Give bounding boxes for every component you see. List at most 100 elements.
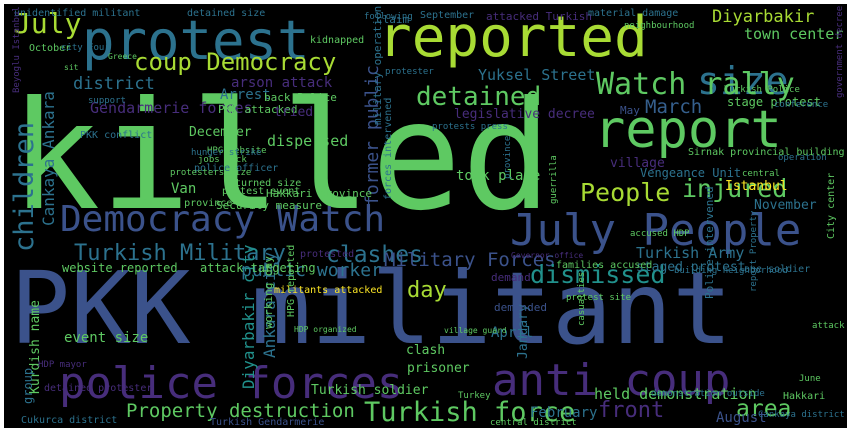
word-demanded: demanded: [494, 301, 547, 314]
word-children: children: [9, 121, 40, 252]
word-held-demonstration: held demonstration: [594, 385, 757, 403]
word-property-destruction: Property destruction: [126, 400, 355, 422]
word-government-decree: government decree: [835, 5, 845, 98]
word-demonstration-outside: demonstration outside: [651, 389, 765, 399]
word-tried: tried: [274, 105, 314, 120]
word-district: district: [73, 74, 155, 94]
word-anti-coup: anti coup: [492, 355, 731, 406]
word-beyoglu-istanbul: Beyoglu Istanbul: [12, 6, 22, 93]
word-operation: operation: [778, 153, 827, 163]
word-hdp-organized: HDP organized: [294, 325, 357, 334]
word-cankaya-district: Cankaya district: [758, 410, 845, 420]
word-turkish-army: Turkish Army: [636, 244, 745, 262]
word-protest: protest: [82, 9, 310, 72]
word-gendarmerie-forces: Gendarmerie forces: [90, 99, 253, 117]
word-sirnak-provincial-building: Sirnak provincial building: [688, 147, 845, 158]
word-istanbul: Istanbul: [725, 179, 788, 194]
word-jobs-back: jobs back: [198, 155, 247, 165]
word-central-district: central district: [490, 418, 577, 428]
word-turkey: Turkey: [458, 391, 491, 401]
word-governor-office: Governor office: [511, 251, 584, 260]
word-military-forces: Military Forces: [384, 249, 556, 271]
word-size: size: [697, 59, 789, 103]
word-turkish-force: Turkish force: [364, 397, 576, 428]
word-protesters-size: protesters size: [170, 168, 252, 178]
word-july: July: [14, 7, 82, 40]
word-arson-attack: arson attack: [231, 75, 333, 91]
word-legislative-decree: legislative decree: [454, 107, 595, 122]
word-support: support: [88, 96, 126, 106]
word-following: following: [364, 12, 413, 22]
word-injured: injured: [682, 174, 788, 203]
word-stage-protest: stage protest: [727, 95, 821, 109]
word-cankaya-ankara: Cankaya Ankara: [39, 91, 58, 226]
word-families-accused: families accused: [556, 260, 653, 271]
word-hpg-website: HPG website: [207, 146, 267, 156]
word-neighbourhood: neighbourhood: [624, 21, 695, 31]
word-attacked-turkish: attacked Turkish: [486, 10, 592, 23]
word-march: March: [645, 96, 703, 118]
word-arrest: Arrest: [220, 87, 271, 103]
word-democracy-watch: Democracy Watch: [60, 199, 386, 240]
word-event-size: event size: [64, 330, 149, 346]
word-february: February: [530, 405, 598, 421]
word-security-measure: Security measure: [216, 199, 322, 212]
word-protested: protested: [300, 249, 355, 260]
word-day: day: [407, 278, 447, 303]
word-hakkari-province: Hakkari province: [266, 187, 372, 200]
word-report: report: [594, 100, 782, 160]
word-may: May: [620, 104, 640, 117]
word-clashes: clashes: [326, 242, 423, 268]
word-claim: claim: [376, 13, 410, 26]
word-public-worker: public worker: [241, 260, 382, 281]
word-village-guard: village guard: [444, 326, 507, 335]
word-clash: clash: [406, 343, 446, 358]
word-report-property: report Property: [749, 210, 759, 292]
word-sirnak-province: Sirnak province: [142, 198, 233, 209]
word-attack: attack: [812, 321, 845, 331]
word-staged-protest: staged protest: [636, 260, 746, 275]
word-protests-press: protests press: [432, 122, 508, 132]
word-watch-rally: Watch rally: [596, 67, 795, 102]
word-area: area: [736, 396, 792, 422]
word-website-reported: website reported: [62, 261, 178, 275]
word-pkk-conflict: PKK conflict: [80, 130, 153, 141]
word-police-forces: police forces: [59, 358, 404, 409]
word-yuksel-street: Yuksel Street: [478, 66, 596, 84]
word-dismissed: dismissed: [530, 260, 666, 289]
word-june: June: [799, 374, 821, 384]
word-cloud: killed PKK militant reported protest report p…: [4, 4, 847, 428]
word-back-police: back Police: [264, 91, 337, 104]
word-protest-site: protest site: [566, 293, 632, 303]
word-protest-event: protest event: [222, 186, 301, 197]
word-one-soldier: one soldier: [744, 264, 811, 275]
word-unidentified-militant: unidentified militant: [14, 8, 141, 19]
word-took-place: took place: [456, 168, 541, 184]
word-central: central: [742, 169, 780, 179]
word-pkk-militant: PKK militant: [10, 250, 733, 367]
word-military-operation: military operation: [371, 5, 384, 125]
word-turkish-military: Turkish Military: [74, 241, 286, 266]
word-hunger-strike: hunger strike: [191, 148, 262, 158]
word-cukurca-district: Cukurca district: [21, 415, 118, 426]
word-detained: detained: [416, 82, 542, 112]
word-diyarbakir-caps: Diyarbakir: [712, 7, 815, 27]
word-militants-attacked: militants attacked: [274, 285, 383, 296]
word-working-day: working day: [262, 256, 275, 329]
word-detained-size: detained size: [187, 8, 266, 19]
word-returned-size: returned size: [223, 178, 302, 189]
word-kidnapped: kidnapped: [310, 35, 365, 46]
word-city-four: city Four: [61, 43, 110, 53]
word-protester: protester: [385, 67, 434, 77]
word-turkish-gendarmerie: Turkish Gendarmerie: [210, 417, 325, 428]
word-accused-hdp: accused HDP: [630, 229, 690, 239]
word-detained-protester: detained protester: [44, 383, 153, 394]
word-december: December: [189, 125, 252, 140]
word-greece: Greece: [108, 52, 137, 61]
word-coup-democracy: coup Democracy: [134, 48, 337, 76]
word-casualties: casualties: [577, 271, 587, 326]
word-october: October: [29, 43, 72, 54]
word-pkk-attacked: PKK attacked: [218, 103, 298, 116]
word-vengeance-unit: Vengeance Unit: [640, 166, 742, 180]
